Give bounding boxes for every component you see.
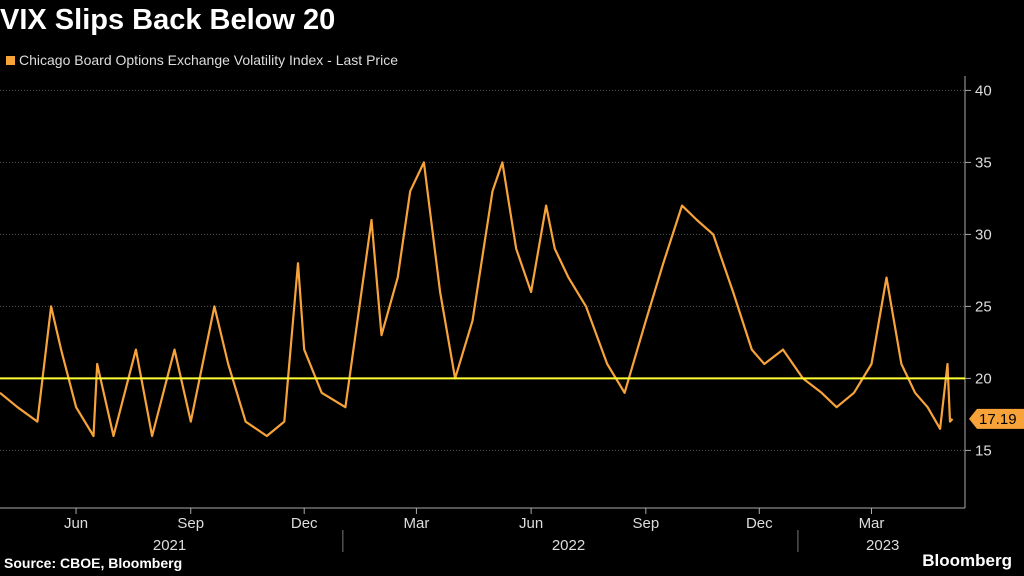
y-tick-label: 25 [975,298,992,315]
last-value-tag [969,408,1024,429]
vix-series-line [0,161,954,438]
x-year-label: 2023 [866,537,899,554]
chart-title: VIX Slips Back Below 20 [0,4,336,36]
y-tick-label: 35 [975,154,992,171]
chart-legend: Chicago Board Options Exchange Volatilit… [6,52,398,68]
last-value-label: 17.19 [979,411,1017,428]
x-tick-label: Jun [519,515,543,532]
x-tick-label: Dec [291,515,318,532]
x-tick-label: Mar [403,515,429,532]
legend-swatch [6,55,15,65]
legend-label: Chicago Board Options Exchange Volatilit… [19,52,398,68]
x-tick-label: Sep [632,515,659,532]
x-year-label: 2021 [153,537,186,554]
x-tick-label: Mar [859,515,885,532]
x-year-label: 2022 [552,537,585,554]
bloomberg-logo: Bloomberg [922,551,1012,570]
x-tick-label: Sep [177,515,204,532]
y-tick-label: 15 [975,442,992,459]
source-note: Source: CBOE, Bloomberg [4,555,183,571]
y-tick-label: 20 [975,370,992,387]
x-tick-label: Dec [746,515,773,532]
x-tick-label: Jun [64,515,88,532]
y-tick-label: 40 [975,82,992,99]
y-tick-label: 30 [975,226,992,243]
